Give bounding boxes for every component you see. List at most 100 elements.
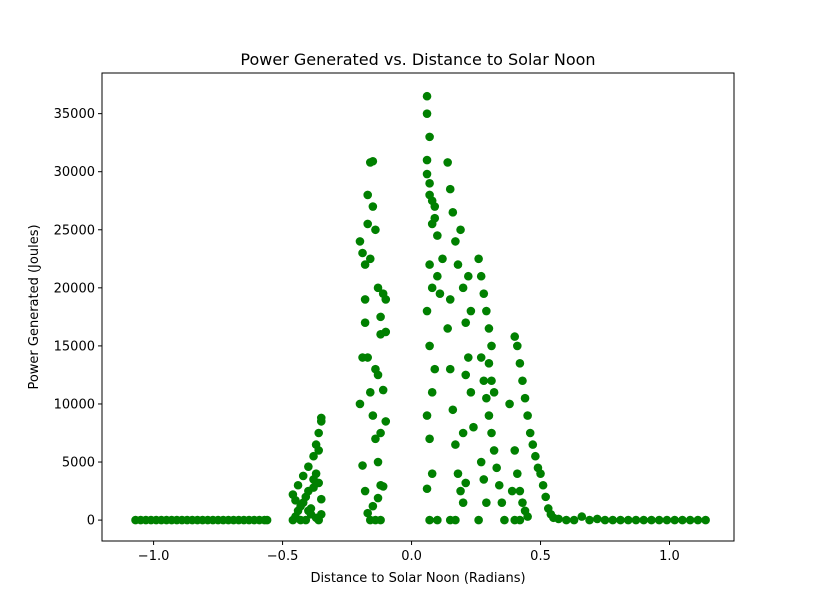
data-point: [518, 376, 527, 386]
data-point: [458, 498, 468, 507]
data-point: [631, 515, 641, 525]
data-point: [304, 506, 313, 516]
data-point: [301, 515, 311, 525]
data-point: [422, 484, 432, 494]
y-tick-label: 5000: [62, 456, 95, 471]
data-point: [623, 515, 633, 525]
y-tick-label: 0: [87, 514, 95, 529]
data-point: [469, 422, 478, 432]
data-point: [456, 225, 465, 235]
data-point: [464, 271, 473, 281]
data-point: [479, 289, 489, 298]
data-point: [487, 376, 496, 386]
data-point: [554, 514, 563, 524]
data-point: [461, 318, 471, 327]
data-point: [316, 509, 326, 519]
data-point: [427, 388, 437, 397]
data-point: [513, 341, 522, 351]
data-point: [569, 515, 579, 525]
data-point: [600, 515, 610, 525]
data-point: [365, 254, 375, 264]
data-point: [371, 434, 380, 444]
y-tick-label: 20000: [54, 281, 95, 296]
data-point: [425, 260, 434, 269]
data-point: [507, 486, 517, 496]
data-point: [363, 508, 373, 518]
data-point: [577, 512, 587, 521]
data-point: [425, 190, 434, 200]
x-axis-label: Distance to Solar Noon (Radians): [310, 571, 525, 586]
data-point: [639, 515, 649, 525]
data-point: [422, 169, 432, 179]
data-point: [316, 413, 326, 423]
data-point: [451, 237, 460, 246]
data-point: [314, 428, 323, 438]
x-tick-label: 0.0: [401, 549, 422, 564]
data-point: [296, 501, 305, 511]
data-point: [422, 306, 432, 316]
data-point: [445, 364, 455, 374]
data-point: [670, 515, 679, 525]
data-point: [298, 471, 308, 481]
data-point: [701, 515, 710, 525]
data-point: [461, 370, 471, 380]
data-point: [314, 446, 323, 455]
data-point: [433, 271, 442, 281]
data-point: [316, 494, 326, 504]
data-point: [368, 501, 378, 511]
data-point: [476, 353, 486, 362]
data-point: [301, 492, 311, 502]
data-point: [536, 469, 545, 478]
data-point: [433, 515, 442, 525]
data-point: [381, 295, 391, 304]
data-point: [314, 478, 323, 488]
data-point: [500, 515, 509, 525]
data-point: [378, 482, 388, 491]
data-point: [358, 461, 367, 470]
data-point: [484, 359, 494, 368]
x-tick-label: −1.0: [138, 549, 170, 564]
data-point: [489, 446, 499, 455]
data-point: [528, 440, 538, 449]
data-point: [355, 399, 365, 409]
data-point: [585, 515, 594, 525]
data-point: [445, 184, 455, 194]
data-point: [448, 208, 458, 217]
data-point: [381, 417, 391, 426]
data-point: [371, 225, 380, 235]
data-point: [685, 515, 695, 525]
data-point: [654, 515, 664, 525]
x-tick-label: −0.5: [267, 549, 299, 564]
data-point: [453, 260, 463, 269]
data-point: [448, 405, 458, 415]
data-point: [592, 514, 602, 524]
data-point: [662, 515, 672, 525]
data-point: [492, 463, 501, 473]
data-point: [458, 283, 468, 293]
data-point: [304, 462, 313, 471]
data-point: [513, 469, 522, 478]
data-point: [693, 515, 703, 525]
data-point: [443, 324, 452, 333]
data-point: [376, 428, 385, 438]
data-point: [373, 283, 383, 293]
data-point: [427, 283, 437, 293]
data-point: [525, 428, 535, 438]
data-point: [368, 411, 378, 420]
data-point: [484, 324, 494, 333]
data-point: [293, 480, 303, 490]
y-tick-label: 10000: [54, 397, 95, 412]
data-point: [360, 486, 370, 496]
data-point: [474, 515, 483, 525]
data-point: [515, 359, 525, 368]
y-tick-label: 30000: [54, 165, 95, 180]
data-point: [531, 451, 540, 461]
y-axis-label: Power Generated (Joules): [27, 224, 42, 389]
data-point: [360, 318, 370, 327]
x-tick-label: 1.0: [659, 549, 680, 564]
y-tick-label: 35000: [54, 107, 95, 122]
data-point: [355, 237, 365, 246]
data-point: [464, 353, 473, 362]
